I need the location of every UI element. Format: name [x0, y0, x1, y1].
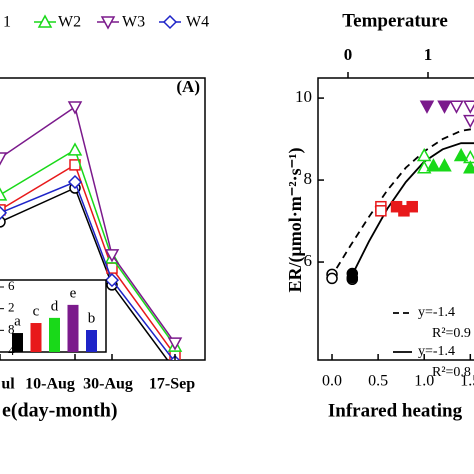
- legend-label: 1: [3, 14, 11, 31]
- marker: [375, 205, 387, 217]
- marker: [463, 114, 474, 129]
- marker: [162, 14, 178, 30]
- marker: [100, 16, 116, 30]
- marker: [67, 101, 83, 115]
- bar-letter: d: [51, 298, 59, 314]
- series-line: [0, 163, 176, 356]
- marker: [419, 100, 435, 114]
- y-tick-label: 10: [295, 87, 312, 106]
- marker: [406, 200, 418, 213]
- x-tick-label: 1.5: [460, 373, 474, 390]
- legend-label: R²=0.9: [432, 326, 471, 341]
- top-tick-label: 0: [344, 45, 353, 64]
- marker: [437, 158, 452, 172]
- x-tick-label: 0.5: [368, 373, 388, 390]
- x-tick-label: 17-Sep: [149, 376, 195, 393]
- marker: [0, 152, 8, 166]
- series-line: [0, 148, 176, 347]
- top-tick-label: 1: [424, 45, 433, 64]
- x-tick-label: 0.0: [322, 373, 342, 390]
- inset-y-tick-label: 4: [8, 343, 15, 358]
- marker: [104, 273, 120, 288]
- inset-y-tick-label: 2: [8, 300, 15, 315]
- x-tick-label: 1.0: [414, 373, 434, 390]
- marker: [426, 158, 441, 172]
- legend-label: y=-1.4: [418, 344, 455, 359]
- left-frame: [0, 77, 206, 361]
- marker: [0, 187, 8, 201]
- x-tick-label: 10-Aug: [25, 376, 75, 393]
- x-tick-label: ul: [1, 376, 15, 393]
- legend-label: W4: [186, 14, 209, 31]
- marker: [437, 100, 452, 114]
- fit-curve: [335, 127, 474, 269]
- y-tick-label: 8: [304, 169, 313, 188]
- bar: [30, 323, 42, 352]
- bar-letter: b: [88, 310, 96, 326]
- marker: [0, 216, 6, 228]
- bar-letter: a: [14, 313, 21, 329]
- marker: [463, 160, 474, 174]
- inset-y-tick-label: 8: [8, 321, 15, 336]
- bar: [49, 317, 60, 352]
- fit-curve: [349, 142, 474, 279]
- x-tick-label: 30-Aug: [83, 376, 133, 393]
- series-line: [0, 181, 175, 360]
- bar: [67, 304, 79, 352]
- marker: [0, 205, 8, 220]
- marker: [346, 271, 359, 284]
- marker: [37, 14, 53, 28]
- marker: [170, 365, 180, 375]
- marker: [416, 147, 432, 162]
- bar: [86, 330, 97, 352]
- marker: [167, 337, 183, 351]
- marker: [463, 100, 474, 114]
- series-line: [0, 105, 176, 344]
- marker: [67, 142, 83, 156]
- x-axis-label: Infrared heating: [328, 400, 463, 421]
- series-line: [0, 186, 169, 360]
- y-axis-label: ER/(μmol·m⁻²·s⁻¹): [285, 148, 306, 293]
- marker: [449, 100, 464, 114]
- marker: [104, 249, 120, 263]
- x-axis-label: e(day-month): [2, 400, 118, 422]
- bar-letter: e: [70, 285, 77, 301]
- bar: [12, 333, 23, 352]
- legend-label: R²=0.8: [432, 365, 471, 380]
- legend-label: y=-1.4: [418, 305, 455, 320]
- panel-label: (A): [176, 77, 200, 96]
- top-axis-label: Temperature: [342, 10, 448, 31]
- legend-label: W3: [122, 14, 145, 31]
- bar-letter: c: [33, 303, 40, 319]
- right-frame: [317, 77, 474, 361]
- legend-label: W2: [58, 14, 81, 31]
- marker: [67, 174, 83, 190]
- inset-y-tick-label: 6: [8, 278, 15, 293]
- marker: [453, 147, 469, 162]
- marker: [326, 272, 338, 285]
- y-tick-label: 6: [304, 251, 313, 270]
